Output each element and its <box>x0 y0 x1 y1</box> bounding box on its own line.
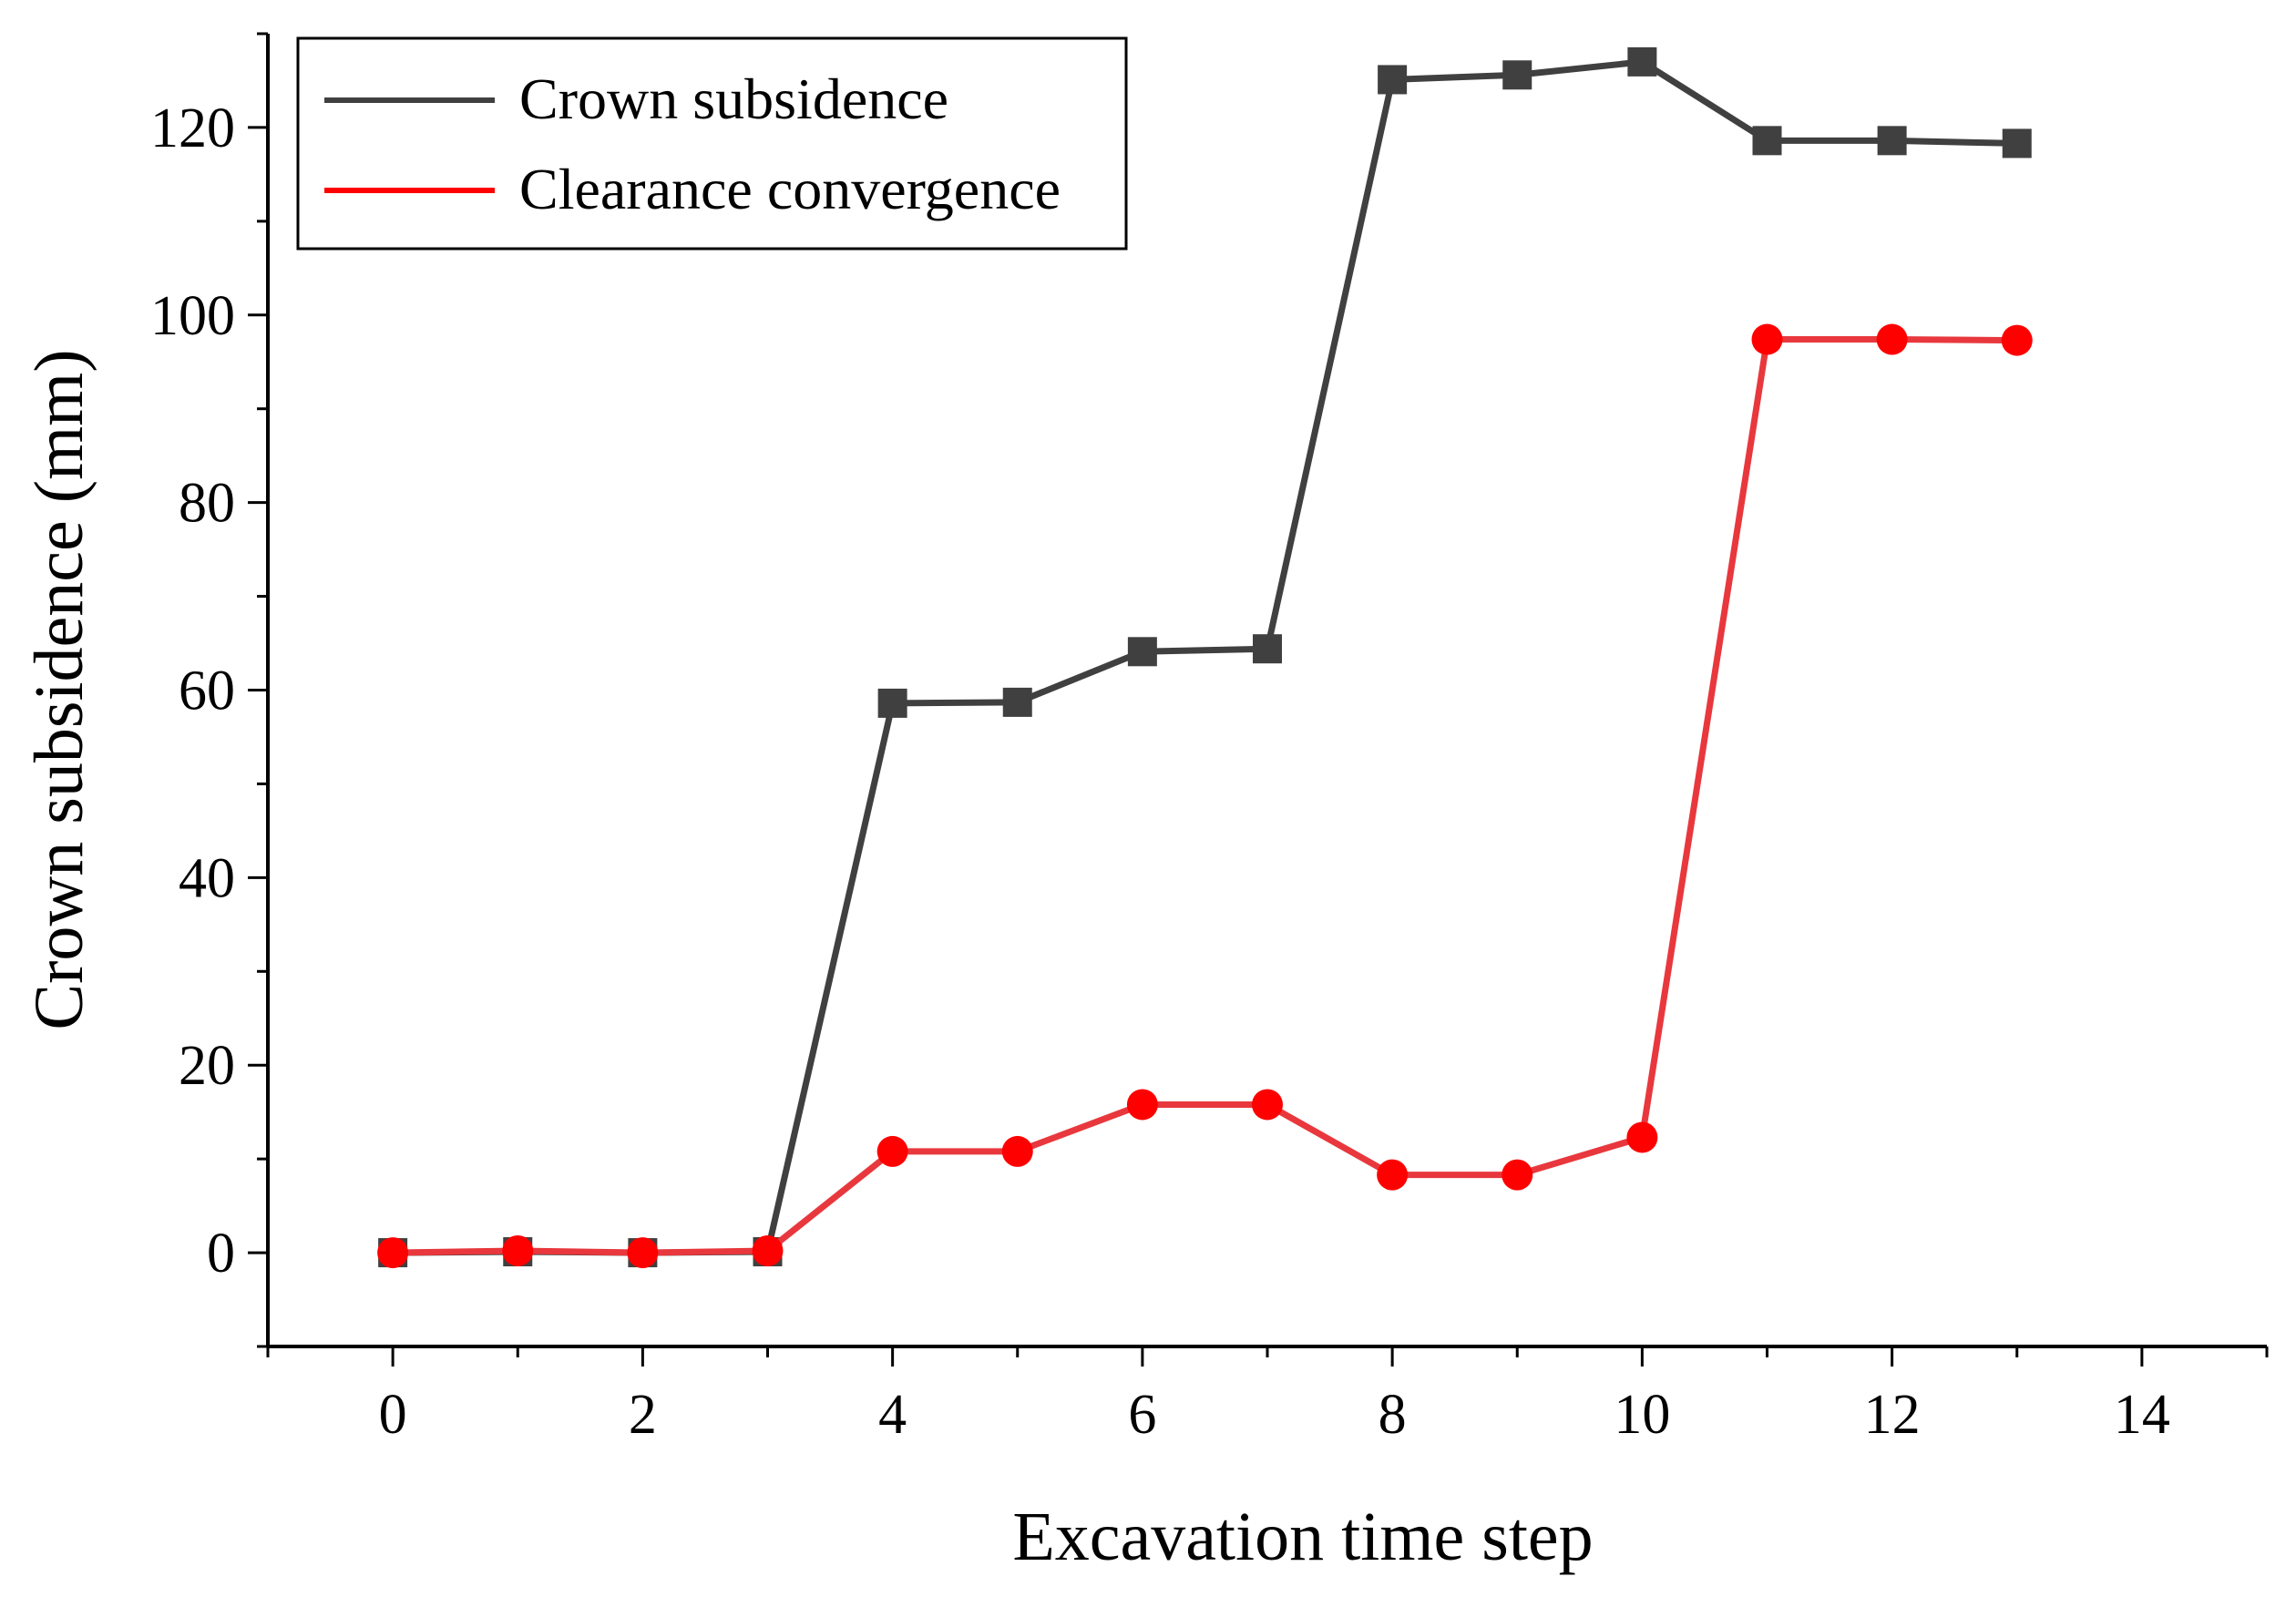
data-point-clearance-convergence <box>502 1235 534 1267</box>
y-tick-label: 80 <box>179 473 235 535</box>
x-tick-label: 10 <box>1614 1384 1670 1446</box>
data-point-clearance-convergence <box>752 1235 784 1267</box>
data-point-clearance-convergence <box>627 1237 659 1269</box>
data-point-clearance-convergence <box>1626 1121 1658 1153</box>
data-point-clearance-convergence <box>1377 1159 1409 1191</box>
axes: 0 2 4 6 8 10 12 14 0 20 40 60 80 100 120 <box>150 32 2269 1446</box>
x-tick-label: 4 <box>878 1384 907 1446</box>
x-tick-label: 12 <box>1864 1384 1921 1446</box>
y-tick-label: 0 <box>207 1223 235 1285</box>
y-tick-label: 100 <box>150 285 235 347</box>
y-tick-label: 40 <box>179 847 235 909</box>
x-tick-label: 6 <box>1128 1384 1156 1446</box>
series-clearance-convergence <box>377 323 2033 1269</box>
y-axis-title: Crown subsidence (mm) <box>21 349 97 1029</box>
data-point-crown-subsidence <box>1877 126 1907 156</box>
y-tick-label: 60 <box>179 660 235 722</box>
data-point-clearance-convergence <box>1876 323 1908 355</box>
data-point-crown-subsidence <box>1002 687 1032 717</box>
plot-area <box>377 46 2033 1269</box>
data-point-clearance-convergence <box>1126 1089 1158 1121</box>
data-point-clearance-convergence <box>1751 323 1783 355</box>
data-point-crown-subsidence <box>1752 126 1782 156</box>
data-point-crown-subsidence <box>1627 46 1657 77</box>
data-point-crown-subsidence <box>1502 60 1532 90</box>
data-point-clearance-convergence <box>2001 324 2033 356</box>
data-point-clearance-convergence <box>876 1135 908 1167</box>
data-point-clearance-convergence <box>1502 1159 1533 1191</box>
x-tick-label: 2 <box>629 1384 657 1446</box>
y-tick-label: 120 <box>150 97 235 159</box>
data-point-clearance-convergence <box>1252 1089 1283 1121</box>
legend-label-crown-subsidence: Crown subsidence <box>519 67 948 131</box>
legend-box <box>296 36 1128 251</box>
x-tick-label: 0 <box>379 1384 407 1446</box>
y-tick-label: 20 <box>179 1035 235 1097</box>
axis-tick-labels: 0 2 4 6 8 10 12 14 0 20 40 60 80 100 120 <box>150 97 2170 1446</box>
data-point-crown-subsidence <box>2002 128 2032 159</box>
data-point-crown-subsidence <box>1127 637 1157 667</box>
data-point-crown-subsidence <box>877 688 907 718</box>
legend: Crown subsidence Clearance convergence <box>296 36 1128 251</box>
data-point-clearance-convergence <box>377 1237 409 1269</box>
axis-ticks <box>248 32 2269 1367</box>
data-point-crown-subsidence <box>1378 65 1408 95</box>
data-point-crown-subsidence <box>1253 634 1282 664</box>
legend-label-clearance-convergence: Clearance convergence <box>519 157 1061 221</box>
x-tick-label: 8 <box>1379 1384 1407 1446</box>
x-axis-title: Excavation time step <box>1012 1499 1593 1575</box>
series-line-clearance-convergence <box>389 336 2021 1256</box>
x-tick-label: 14 <box>2114 1384 2170 1446</box>
data-point-clearance-convergence <box>1001 1135 1033 1167</box>
